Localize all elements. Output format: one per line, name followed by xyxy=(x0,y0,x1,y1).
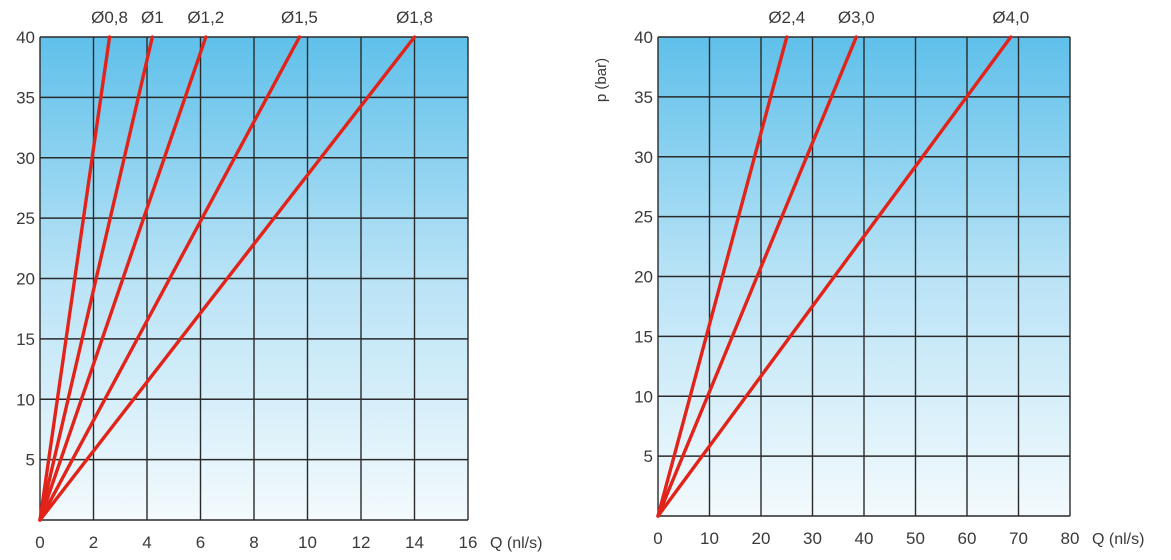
left-chart: 0 2 4 6 8 10 12 14 16 5 10 15 20 25 30 35 40 Q (nl/s) Ø0,8… xyxy=(16,8,542,552)
y-tick-label: 35 xyxy=(16,88,35,107)
x-axis-label: Q (nl/s) xyxy=(490,535,542,552)
x-tick-label: 4 xyxy=(142,533,151,552)
y-tick-label: 40 xyxy=(16,28,35,47)
series-line xyxy=(656,35,1013,518)
series-line xyxy=(38,35,302,522)
y-tick-label: 15 xyxy=(634,327,653,346)
x-tick-label: 2 xyxy=(89,533,98,552)
y-tick-label: 10 xyxy=(634,387,653,406)
x-tick-label: 60 xyxy=(958,529,977,548)
x-tick-label: 20 xyxy=(752,529,771,548)
x-tick-label: 16 xyxy=(459,533,478,552)
x-tick-label: 6 xyxy=(196,533,205,552)
series-label: Ø1,5 xyxy=(281,8,318,27)
series-label: Ø1 xyxy=(141,8,164,27)
series-label: Ø1,2 xyxy=(187,8,224,27)
series-line xyxy=(38,35,112,522)
x-tick-label: 70 xyxy=(1009,529,1028,548)
series-line xyxy=(38,35,155,522)
x-tick-label: 30 xyxy=(803,529,822,548)
x-tick-label: 10 xyxy=(700,529,719,548)
y-tick-label: 15 xyxy=(16,330,35,349)
series-line xyxy=(38,35,208,522)
x-tick-label: 0 xyxy=(35,533,44,552)
y-tick-label: 25 xyxy=(634,208,653,227)
y-tick-label: 5 xyxy=(644,447,653,466)
x-tick-label: 0 xyxy=(653,529,662,548)
series-label: Ø1,8 xyxy=(396,8,433,27)
y-tick-label: 25 xyxy=(16,209,35,228)
series-line xyxy=(656,35,789,518)
y-tick-label: 35 xyxy=(634,88,653,107)
x-tick-label: 50 xyxy=(906,529,925,548)
x-tick-label: 40 xyxy=(855,529,874,548)
y-axis-label: p (bar) xyxy=(593,58,610,102)
series-label: Ø4,0 xyxy=(992,8,1029,27)
y-tick-label: 40 xyxy=(634,28,653,47)
y-tick-label: 10 xyxy=(16,390,35,409)
x-axis-label: Q (nl/s) xyxy=(1092,531,1144,548)
right-chart: p (bar) 0 10 20 30 40 50 60 70 80 5 10 15 20 25 30 35 40… xyxy=(593,8,1144,548)
y-tick-label: 30 xyxy=(634,148,653,167)
y-tick-label: 30 xyxy=(16,149,35,168)
series-line xyxy=(656,35,858,518)
x-tick-label: 14 xyxy=(405,533,424,552)
series-label: Ø0,8 xyxy=(91,8,128,27)
series-label: Ø3,0 xyxy=(838,8,875,27)
x-tick-label: 80 xyxy=(1061,529,1080,548)
x-tick-label: 12 xyxy=(352,533,371,552)
y-tick-label: 20 xyxy=(634,268,653,287)
series-label: Ø2,4 xyxy=(768,8,805,27)
y-tick-label: 5 xyxy=(26,451,35,470)
series-line xyxy=(38,35,417,522)
x-tick-label: 8 xyxy=(249,533,258,552)
y-tick-label: 20 xyxy=(16,270,35,289)
x-tick-label: 10 xyxy=(298,533,317,552)
